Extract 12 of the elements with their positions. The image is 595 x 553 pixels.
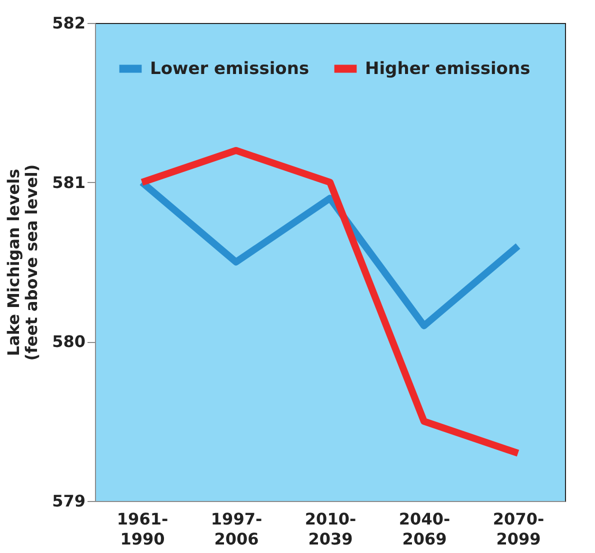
- x-tick-label: 1961- 1990: [116, 510, 168, 548]
- y-tick-label: 580: [52, 332, 86, 352]
- x-tick-label: 2010- 2039: [304, 510, 356, 548]
- y-tick-label: 582: [52, 14, 86, 32]
- x-tick-label: 2070- 2099: [492, 510, 544, 548]
- legend-label: Lower emissions: [150, 58, 310, 79]
- x-tick-label: 1997- 2006: [210, 510, 262, 548]
- legend-label: Higher emissions: [365, 58, 530, 79]
- y-tick-label: 581: [52, 172, 86, 192]
- y-axis-title: Lake Michigan levels (feet above sea level): [4, 164, 42, 361]
- x-tick-label: 2040- 2069: [398, 510, 450, 548]
- y-tick-label: 579: [52, 492, 86, 510]
